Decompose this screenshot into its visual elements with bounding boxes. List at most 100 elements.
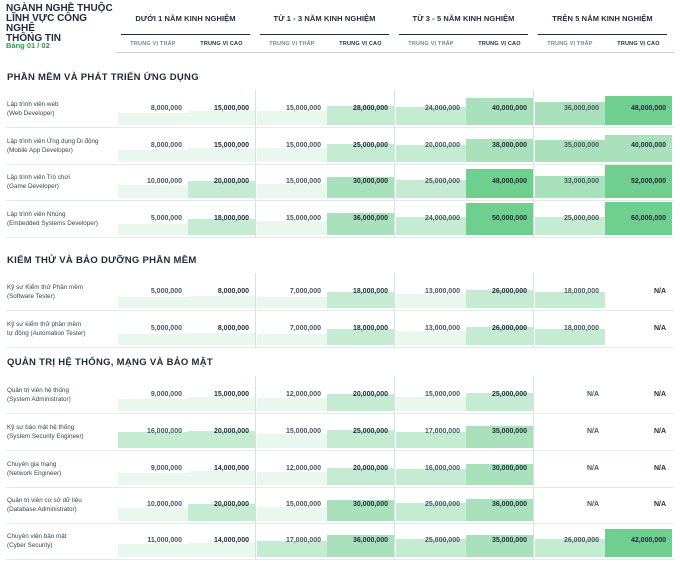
salary-value: N/A (586, 501, 599, 508)
salary-high-cell: 38,000,000 (466, 129, 533, 162)
subheader-high: TRUNG VỊ CAO (478, 41, 521, 47)
row-label: Lập trình viên Nhúng (Embedded Systems De… (7, 210, 98, 228)
salary-value: 16,000,000 (424, 465, 460, 472)
salary-value: 40,000,000 (630, 142, 666, 149)
salary-shade-bar (466, 393, 533, 411)
salary-value: 48,000,000 (491, 178, 527, 185)
salary-value: 35,000,000 (491, 428, 527, 435)
salary-value: 13,000,000 (424, 325, 460, 332)
salary-value: 18,000,000 (563, 288, 599, 295)
section-title-1: PHẦN MỀM VÀ PHÁT TRIỂN ỨNG DỤNG (7, 72, 199, 83)
salary-shade-bar (396, 180, 466, 198)
salary-high-cell: 20,000,000 (327, 452, 394, 485)
salary-value: N/A (586, 428, 599, 435)
salary-value: 26,000,000 (491, 288, 527, 295)
salary-value: 9,000,000 (150, 391, 182, 398)
salary-shade-bar (605, 135, 672, 162)
row-label-english: (System Security Engineer) (7, 433, 84, 440)
salary-low-cell: N/A (535, 415, 605, 448)
salary-shade-bar (327, 292, 394, 308)
salary-low-cell: 16,000,000 (396, 452, 466, 485)
row-label-english: (Mobile App Developer) (7, 147, 73, 154)
row-divider (6, 200, 674, 201)
salary-shade-bar (396, 539, 466, 557)
salary-shade-bar (257, 472, 327, 485)
salary-shade-bar (396, 503, 466, 521)
salary-value: 36,000,000 (491, 501, 527, 508)
salary-high-cell: 36,000,000 (466, 488, 533, 521)
salary-value: 25,000,000 (424, 178, 460, 185)
salary-shade-bar (188, 333, 255, 345)
salary-shade-bar (327, 106, 394, 125)
salary-value: 9,000,000 (150, 465, 182, 472)
salary-low-cell: 12,000,000 (257, 378, 327, 411)
salary-value: 15,000,000 (285, 178, 321, 185)
row-label-english: tự động (Automation Tester) (7, 330, 86, 337)
salary-shade-bar (466, 203, 533, 235)
salary-value: 15,000,000 (213, 391, 249, 398)
salary-value: 18,000,000 (352, 325, 388, 332)
salary-value: 20,000,000 (213, 501, 249, 508)
column-divider (255, 90, 256, 237)
row-label: Quản trị viên cơ sở dữ liệu (Database Adm… (7, 496, 82, 514)
row-label: Chuyên gia mạng (Network Engineer) (7, 460, 61, 478)
salary-low-cell: 15,000,000 (257, 129, 327, 162)
salary-value: 40,000,000 (491, 105, 527, 112)
salary-value: 5,000,000 (150, 215, 182, 222)
column-divider (533, 90, 534, 237)
salary-value: 11,000,000 (147, 537, 182, 544)
row-divider (6, 310, 674, 311)
salary-high-cell: 20,000,000 (188, 488, 255, 521)
salary-value: 14,000,000 (213, 465, 249, 472)
salary-value: 12,000,000 (285, 391, 321, 398)
group-underline (260, 34, 389, 35)
table-row: Quản trị viên hệ thống (System Administra… (0, 376, 680, 413)
salary-value: 15,000,000 (285, 142, 321, 149)
salary-value: 25,000,000 (352, 428, 388, 435)
salary-shade-bar (466, 535, 533, 557)
salary-value: N/A (586, 391, 599, 398)
salary-high-cell: 60,000,000 (605, 202, 672, 235)
subheader-low: TRUNG VỊ THẤP (547, 41, 593, 47)
salary-value: 24,000,000 (424, 105, 460, 112)
salary-high-cell: 28,000,000 (327, 92, 394, 125)
salary-high-cell: 15,000,000 (188, 378, 255, 411)
salary-low-cell: 9,000,000 (118, 378, 188, 411)
row-divider (6, 164, 674, 165)
salary-value: 15,000,000 (285, 105, 321, 112)
salary-value: 15,000,000 (285, 501, 321, 508)
subheader-high: TRUNG VỊ CAO (617, 41, 660, 47)
salary-value: 14,000,000 (213, 537, 249, 544)
salary-value: 5,000,000 (150, 288, 182, 295)
salary-high-cell: 26,000,000 (466, 275, 533, 308)
salary-shade-bar (257, 111, 327, 125)
table-row: Kỹ sư kiểm thử phần mềm tự động (Automati… (0, 310, 680, 347)
salary-shade-bar (118, 224, 188, 235)
salary-shade-bar (327, 468, 394, 485)
salary-shade-bar (605, 529, 672, 557)
salary-value: 20,000,000 (352, 465, 388, 472)
salary-value: 25,000,000 (563, 215, 599, 222)
salary-value: N/A (653, 325, 666, 332)
salary-value: 15,000,000 (213, 142, 249, 149)
salary-shade-bar (118, 185, 188, 198)
salary-value: 36,000,000 (352, 215, 388, 222)
salary-value: 8,000,000 (217, 325, 249, 332)
row-label-english: (Network Engineer) (7, 470, 62, 477)
row-label-english: (Web Developer) (7, 110, 55, 117)
salary-value: 20,000,000 (352, 391, 388, 398)
salary-value: 48,000,000 (630, 105, 666, 112)
salary-high-cell: 18,000,000 (327, 275, 394, 308)
salary-high-cell: 25,000,000 (327, 415, 394, 448)
salary-shade-bar (466, 139, 533, 162)
salary-value: 8,000,000 (150, 142, 182, 149)
salary-value: 36,000,000 (563, 105, 599, 112)
salary-low-cell: 17,000,000 (396, 415, 466, 448)
salary-high-cell: 35,000,000 (466, 524, 533, 557)
salary-shade-bar (605, 96, 672, 125)
salary-high-cell: 20,000,000 (188, 415, 255, 448)
salary-value: 17,000,000 (424, 428, 460, 435)
salary-low-cell: 9,000,000 (118, 452, 188, 485)
salary-shade-bar (396, 397, 466, 411)
salary-value: 13,000,000 (424, 288, 460, 295)
